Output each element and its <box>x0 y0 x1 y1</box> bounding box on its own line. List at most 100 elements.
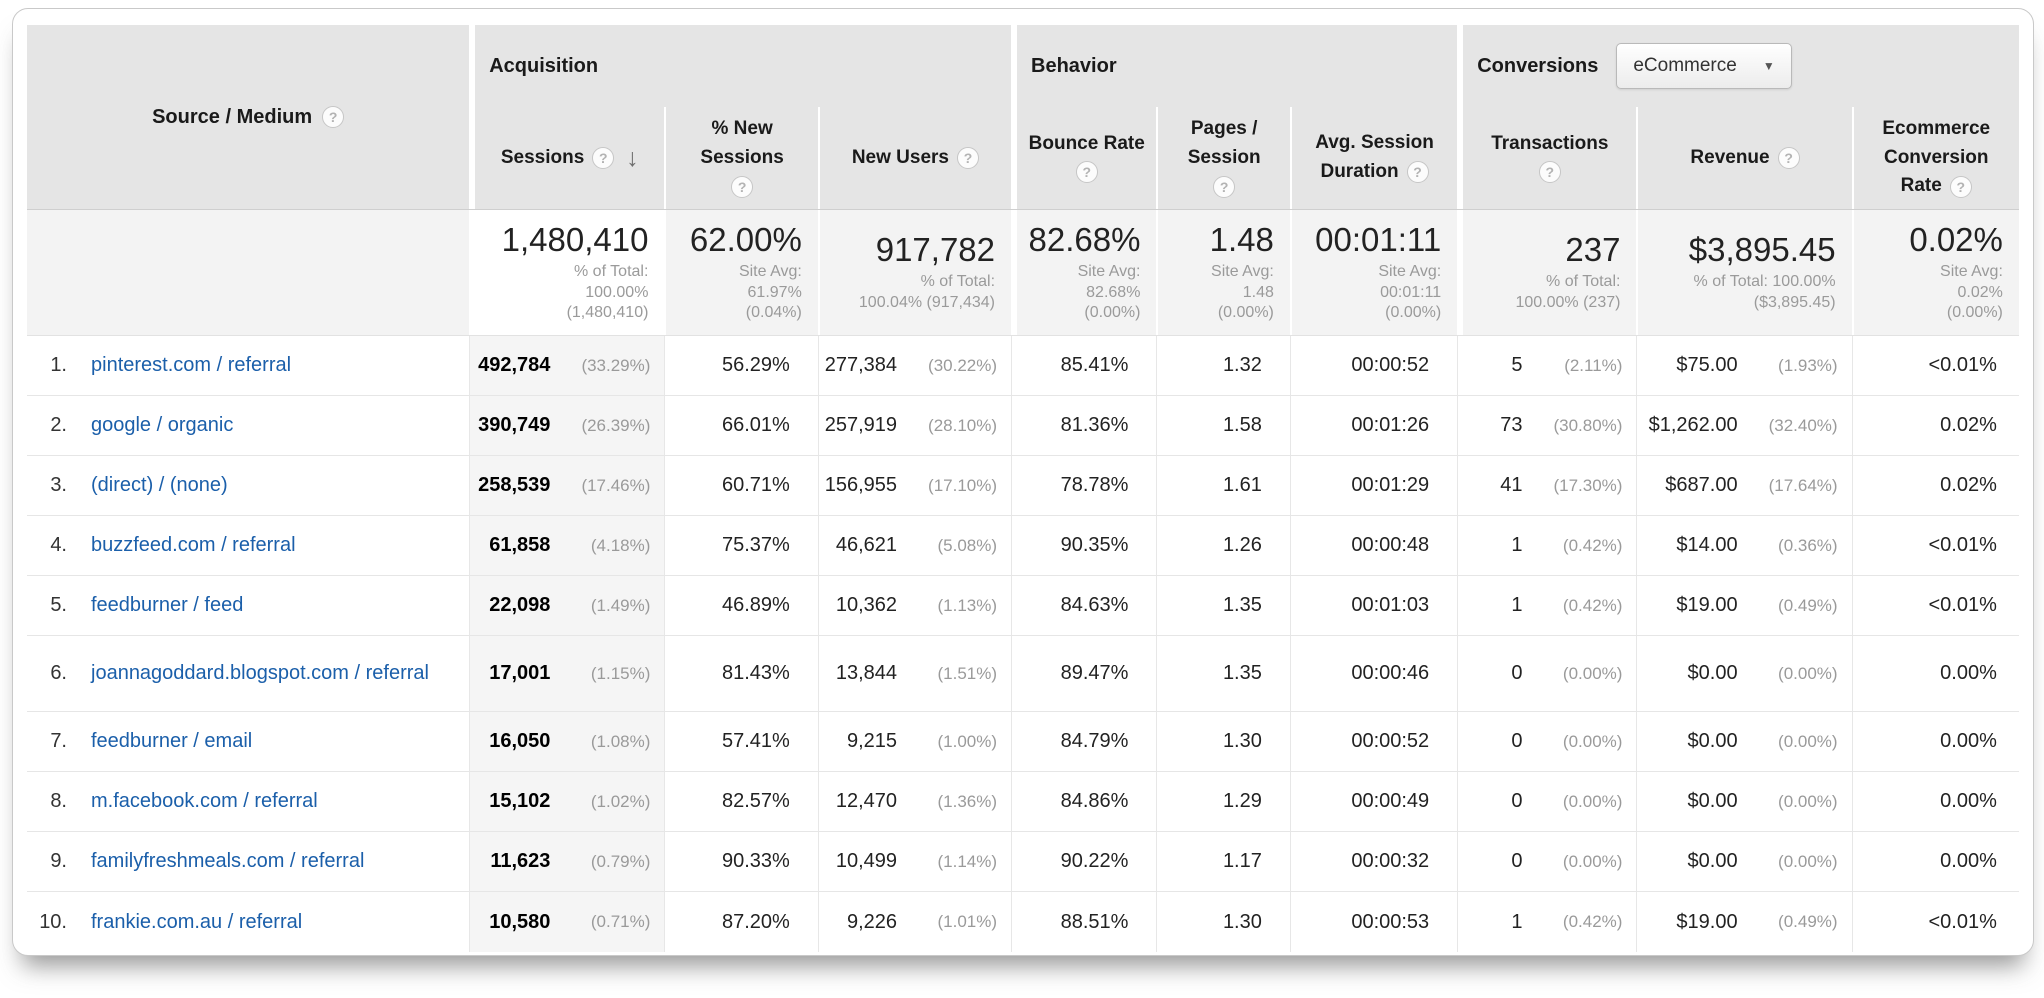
revenue-value: $19.00 <box>1676 594 1738 616</box>
column-header-ecommerce-conversion-rate[interactable]: Ecommerce Conversion Rate ? <box>1851 107 2019 209</box>
help-icon[interactable]: ? <box>1406 161 1429 184</box>
transactions-value: 1 <box>1511 534 1523 556</box>
ecr-value: <0.01% <box>1851 336 2019 395</box>
column-header-new-sessions[interactable]: % New Sessions ? <box>664 107 818 209</box>
revenue-percent: (0.00%) <box>1778 731 1838 751</box>
new-users-percent: (1.00%) <box>937 731 998 751</box>
column-header-avg-session-duration[interactable]: Avg. Session Duration ? <box>1289 107 1458 209</box>
source-medium-link[interactable]: (direct) / (none) <box>91 474 228 496</box>
source-medium-link[interactable]: feedburner / feed <box>91 594 244 616</box>
totals-transactions: 237 % of Total: 100.00% (237) <box>1457 210 1637 335</box>
revenue-value: $687.00 <box>1665 474 1738 496</box>
sessions-value: 11,623 <box>490 850 551 872</box>
column-header-transactions[interactable]: Transactions ? <box>1457 107 1637 209</box>
row-index: 10. <box>39 910 67 933</box>
totals-sessions-value: 1,480,410 <box>501 220 649 258</box>
column-header-new-users[interactable]: New Users ? <box>817 107 1012 209</box>
source-medium-link[interactable]: feedburner / email <box>91 730 253 752</box>
bounce-rate-label: Bounce Rate <box>1028 132 1145 154</box>
pages-session-value: 1.17 <box>1156 832 1289 891</box>
row-index: 1. <box>50 354 67 376</box>
totals-source-cell <box>27 210 470 335</box>
source-medium-link[interactable]: joannagoddard.blogspot.com / referral <box>91 662 429 684</box>
help-icon[interactable]: ? <box>1213 175 1236 198</box>
new-sessions-value: 75.37% <box>664 516 817 575</box>
new-users-value: 9,226 <box>846 910 898 933</box>
totals-pages-session: 1.48 Site Avg: 1.48 (0.00%) <box>1156 210 1290 335</box>
new-users-value: 10,499 <box>835 850 898 872</box>
table-row: 10. frankie.com.au / referral 10,580 (0.71… <box>27 892 2019 952</box>
new-users-percent: (30.22%) <box>928 355 998 375</box>
help-icon[interactable]: ? <box>1777 146 1800 169</box>
bounce-rate-value: 85.41% <box>1011 336 1156 395</box>
column-header-bounce-rate[interactable]: Bounce Rate ? <box>1011 107 1157 209</box>
ecr-label-line1: Ecommerce <box>1882 117 1991 139</box>
conversions-type-dropdown[interactable]: eCommerce ▼ <box>1616 43 1792 89</box>
totals-revenue-value: $3,895.45 <box>1688 231 1836 269</box>
totals-sessions-subtext: % of Total: 100.00% (1,480,410) <box>566 262 649 322</box>
totals-new-sessions-value: 62.00% <box>689 220 802 258</box>
column-header-source-medium[interactable]: Source / Medium ? <box>27 25 470 209</box>
totals-row: 1,480,410 % of Total: 100.00% (1,480,410… <box>27 210 2019 336</box>
duration-value: 00:00:52 <box>1289 712 1457 771</box>
transactions-value: 0 <box>1511 850 1523 872</box>
sort-descending-icon[interactable]: ↓ <box>626 144 639 172</box>
help-icon[interactable]: ? <box>1949 175 1972 198</box>
totals-bounce-rate: 82.68% Site Avg: 82.68% (0.00%) <box>1011 210 1157 335</box>
pages-session-value: 1.30 <box>1156 892 1289 952</box>
totals-ecr-value: 0.02% <box>1909 220 2003 258</box>
pages-session-value: 1.61 <box>1156 456 1289 515</box>
revenue-percent: (1.93%) <box>1778 355 1838 375</box>
help-icon[interactable]: ? <box>1075 161 1098 184</box>
sessions-value: 61,858 <box>489 534 551 556</box>
ecr-label-line2: Conversion <box>1883 146 1989 168</box>
source-medium-link[interactable]: frankie.com.au / referral <box>91 910 303 933</box>
duration-value: 00:00:49 <box>1289 772 1457 831</box>
help-icon[interactable]: ? <box>956 146 979 169</box>
help-icon[interactable]: ? <box>731 175 754 198</box>
bounce-rate-value: 84.86% <box>1011 772 1156 831</box>
revenue-percent: (0.00%) <box>1778 851 1838 871</box>
transactions-value: 0 <box>1511 662 1523 684</box>
table-row: 6. joannagoddard.blogspot.com / referral … <box>27 636 2019 712</box>
sessions-percent: (33.29%) <box>581 355 651 375</box>
totals-ecommerce-conversion-rate: 0.02% Site Avg: 0.02% (0.00%) <box>1851 210 2019 335</box>
new-users-percent: (1.36%) <box>937 791 998 811</box>
sessions-value: 22,098 <box>489 594 551 616</box>
new-sessions-value: 56.29% <box>664 336 817 395</box>
duration-value: 00:00:52 <box>1289 336 1457 395</box>
source-medium-link[interactable]: buzzfeed.com / referral <box>91 534 296 556</box>
column-header-revenue[interactable]: Revenue ? <box>1636 107 1852 209</box>
source-medium-link[interactable]: pinterest.com / referral <box>91 354 292 376</box>
table-row: 3. (direct) / (none) 258,539 (17.46%) 60.7… <box>27 456 2019 516</box>
totals-transactions-subtext: % of Total: 100.00% (237) <box>1515 273 1621 311</box>
new-sessions-value: 82.57% <box>664 772 817 831</box>
group-header-conversions: Conversions eCommerce ▼ <box>1457 25 2019 107</box>
table-row: 8. m.facebook.com / referral 15,102 (1.02%… <box>27 772 2019 832</box>
pages-session-value: 1.32 <box>1156 336 1289 395</box>
behavior-label: Behavior <box>1031 54 1117 77</box>
duration-value: 00:00:53 <box>1289 892 1457 952</box>
column-header-sessions[interactable]: Sessions ? ↓ <box>469 107 665 209</box>
source-medium-link[interactable]: familyfreshmeals.com / referral <box>91 850 365 872</box>
new-users-label: New Users <box>851 146 949 168</box>
row-index: 8. <box>50 790 67 812</box>
totals-ecr-subtext: Site Avg: 0.02% (0.00%) <box>1940 262 2003 322</box>
ecr-value: <0.01% <box>1851 576 2019 635</box>
new-users-percent: (1.51%) <box>937 663 998 683</box>
new-sessions-value: 90.33% <box>664 832 817 891</box>
totals-sessions: 1,480,410 % of Total: 100.00% (1,480,410… <box>469 210 665 335</box>
column-header-pages-session[interactable]: Pages / Session ? <box>1156 107 1290 209</box>
totals-new-users-subtext: % of Total: 100.04% (917,434) <box>858 273 996 311</box>
ecr-value: 0.00% <box>1851 772 2019 831</box>
help-icon[interactable]: ? <box>1538 161 1561 184</box>
source-medium-link[interactable]: google / organic <box>91 414 234 436</box>
transactions-percent: (0.00%) <box>1562 731 1623 751</box>
source-medium-link[interactable]: m.facebook.com / referral <box>91 790 318 812</box>
totals-duration-subtext: Site Avg: 00:01:11 (0.00%) <box>1378 262 1442 322</box>
help-icon[interactable]: ? <box>322 106 345 128</box>
revenue-percent: (0.00%) <box>1778 663 1838 683</box>
bounce-rate-value: 88.51% <box>1011 892 1156 952</box>
table-row: 7. feedburner / email 16,050 (1.08%) 57.41… <box>27 712 2019 772</box>
help-icon[interactable]: ? <box>592 147 615 169</box>
